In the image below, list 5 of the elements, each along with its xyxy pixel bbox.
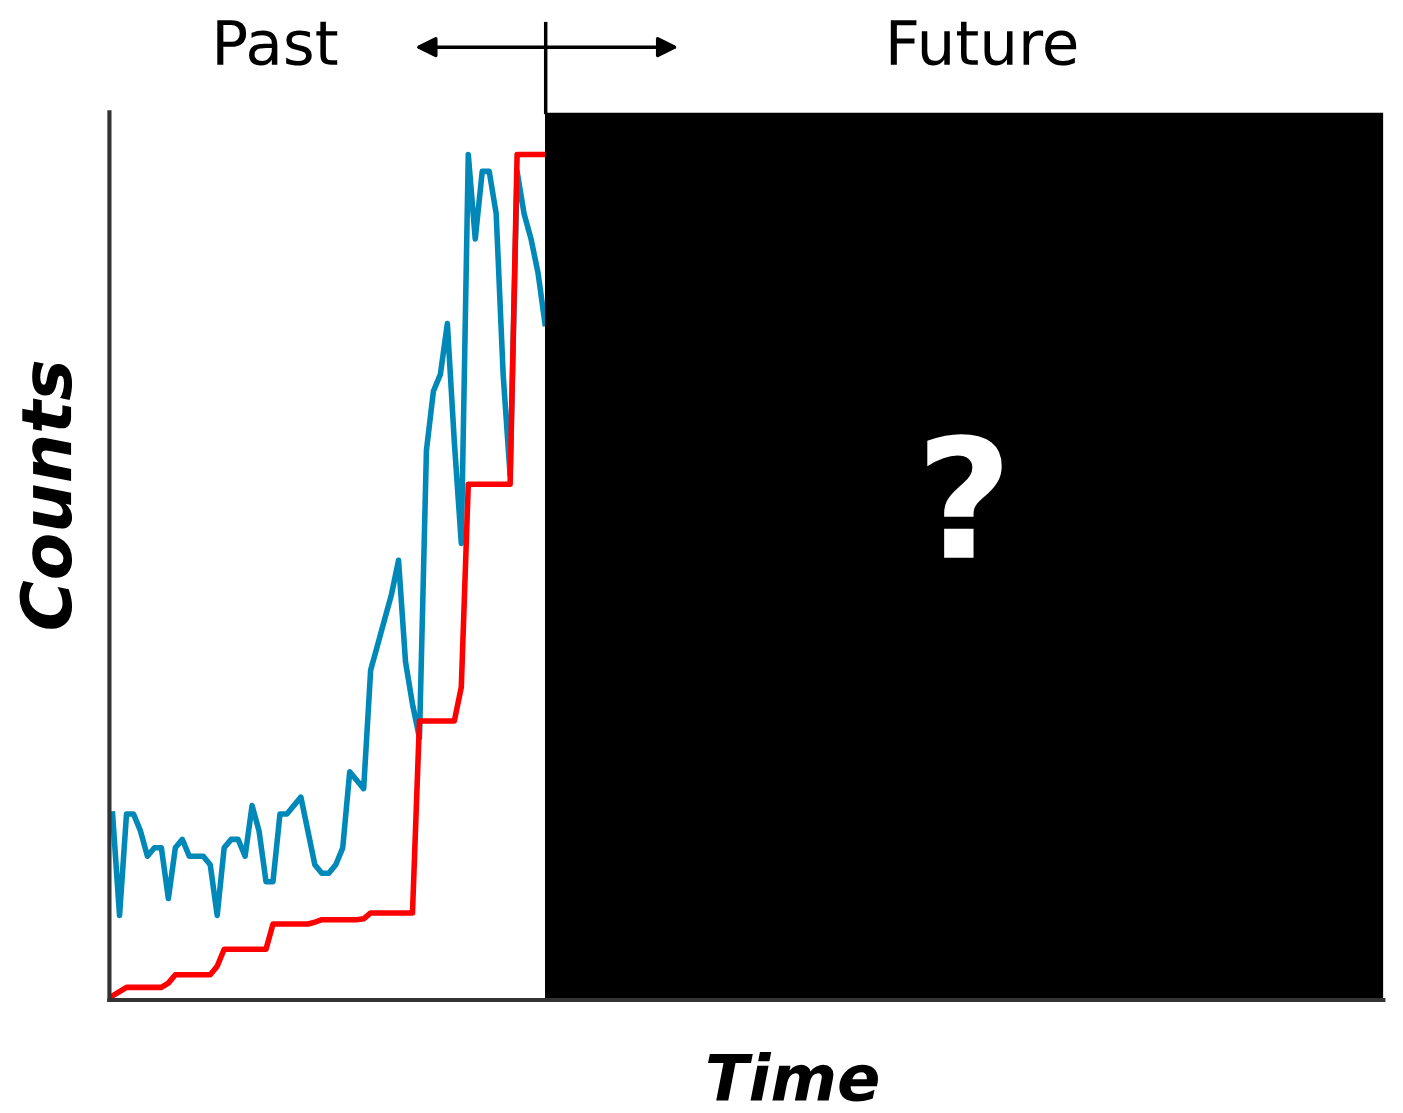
annotation: ? [927, 434, 1002, 558]
y-axis-title: Counts [19, 361, 73, 629]
text: Future [890, 20, 1077, 66]
text: Past [217, 20, 338, 66]
x-axis-title: Time [708, 1052, 878, 1102]
